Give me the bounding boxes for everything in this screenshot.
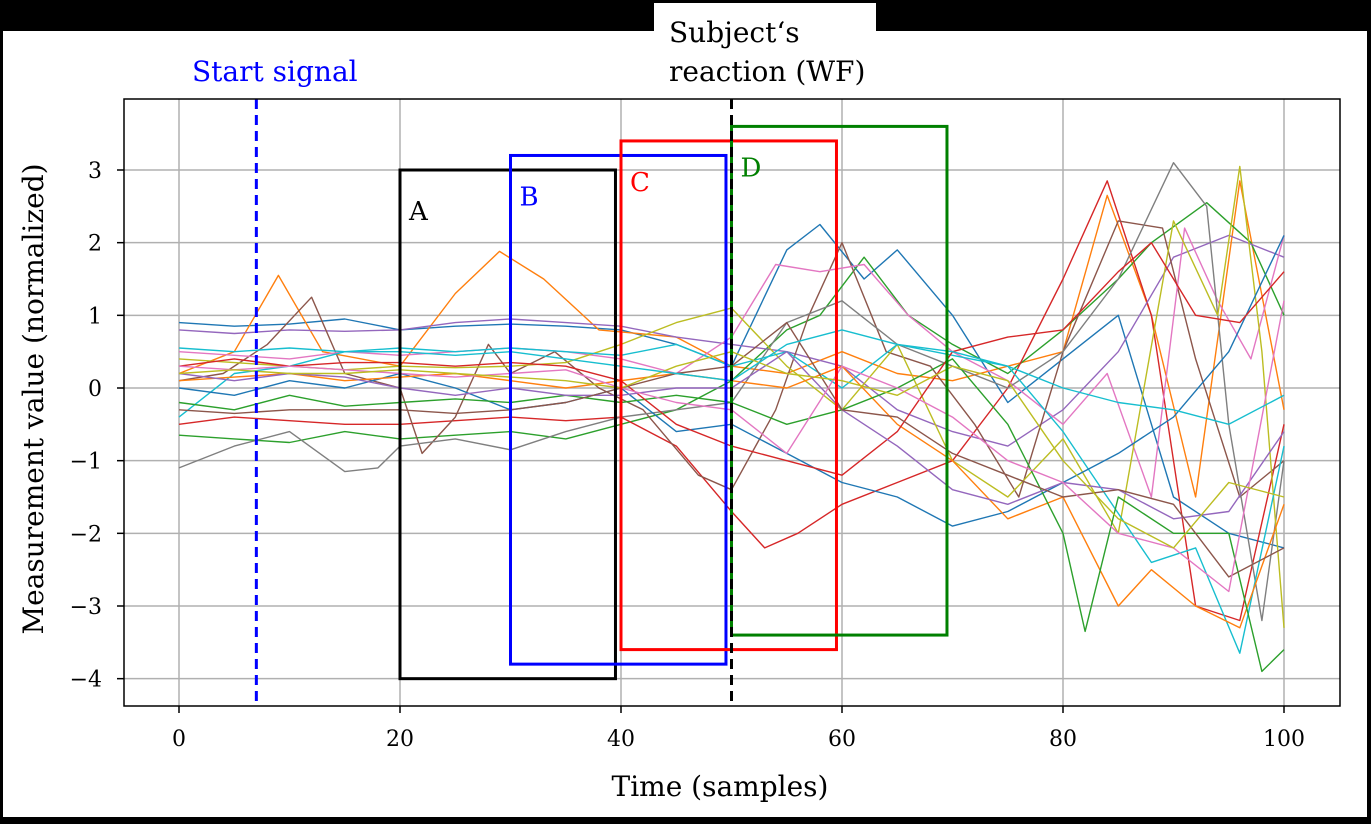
y-tick-label: −3 [70,595,102,620]
x-tick-label: 80 [1049,727,1077,752]
y-tick-label: −2 [70,522,102,547]
event-markers: Start signal Subject‘s reaction (WF) [192,16,865,706]
series-line-1 [178,223,1285,549]
x-tick-label: 40 [607,727,635,752]
reaction-label-line-1: Subject‘s [669,16,800,49]
y-tick-label: 3 [88,159,102,184]
x-axis-label: Time (samples) [612,770,829,803]
window-c-box [619,139,838,652]
window-a-box [398,168,617,681]
window-b-box [509,153,728,666]
series-line-14 [178,241,1285,476]
series-line-13 [178,358,1285,673]
series-line-7 [178,227,1285,498]
x-tick-label: 60 [828,727,856,752]
analysis-windows: A B C D [398,124,949,681]
x-tick-label: 100 [1263,727,1305,752]
series-line-9 [178,165,1285,628]
window-b-label: B [520,182,539,212]
y-tick-label: 2 [88,232,102,257]
y-tick-label: −1 [70,450,102,475]
window-a-label: A [408,197,429,227]
y-tick-label: 1 [88,304,102,329]
x-tick-label: 20 [386,727,414,752]
series-line-10 [178,343,1285,654]
x-axis-ticks: 0 20 40 60 80 100 [172,706,1305,752]
start-signal-label: Start signal [192,55,358,88]
y-tick-label: 0 [88,377,102,402]
reaction-label-box [654,3,876,99]
series-line-12 [178,365,1285,629]
figure-background [3,31,1367,817]
series-line-3 [178,201,1285,444]
y-axis-label: Measurement value (normalized) [17,163,50,634]
window-c-label: C [630,168,650,198]
y-tick-label: −4 [70,668,102,693]
x-tick-label: 0 [172,727,186,752]
plot-frame [123,98,1341,707]
y-axis-ticks: 3 2 1 0 −1 −2 −3 −4 [70,159,124,693]
window-d-label: D [741,153,762,183]
reaction-label-line-2: reaction (WF) [669,55,865,88]
series-line-4 [178,180,1285,622]
